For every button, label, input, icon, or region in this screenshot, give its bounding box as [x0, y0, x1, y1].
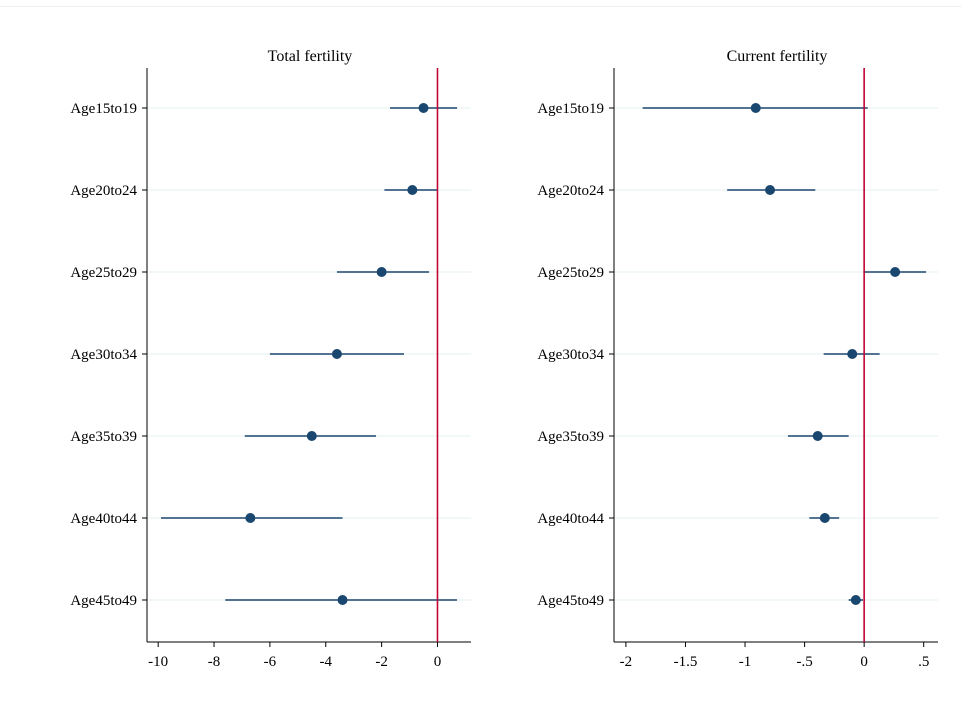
category-label: Age35to39 — [537, 429, 604, 445]
point-estimate — [819, 513, 830, 523]
x-tick-label: -6 — [264, 654, 277, 670]
category-label: Age45to49 — [70, 593, 137, 609]
point-estimate — [850, 595, 861, 605]
point-estimate — [890, 267, 901, 277]
x-tick-label: -1.5 — [674, 654, 698, 670]
point-estimate — [765, 185, 776, 195]
category-label: Age40to44 — [537, 511, 604, 527]
panel-total-fertility: Total fertility Age15to19 Age20to24 Age25t… — [70, 48, 471, 670]
point-estimate — [306, 431, 317, 441]
panel-title: Total fertility — [268, 48, 353, 65]
panel-current-fertility: Current fertility Age15to19 Age20to24 Age2… — [537, 48, 938, 670]
category-label: Age15to19 — [70, 101, 137, 117]
point-estimate — [812, 431, 823, 441]
x-tick-label: -2 — [375, 654, 388, 670]
x-tick-label: -8 — [208, 654, 221, 670]
panel-title: Current fertility — [727, 48, 828, 65]
category-label: Age45to49 — [537, 593, 604, 609]
x-tick-label: 0 — [860, 654, 868, 670]
x-tick-label: -.5 — [796, 654, 812, 670]
category-label: Age40to44 — [70, 511, 137, 527]
category-label: Age30to34 — [537, 347, 604, 363]
category-label: Age15to19 — [537, 101, 604, 117]
x-tick-label: -2 — [620, 654, 633, 670]
category-label: Age20to24 — [537, 183, 604, 199]
point-estimate — [418, 103, 429, 113]
point-estimate — [245, 513, 256, 523]
point-estimate — [407, 185, 418, 195]
point-estimate — [337, 595, 348, 605]
category-label: Age35to39 — [70, 429, 137, 445]
x-tick-label: 0 — [434, 654, 442, 670]
point-estimate — [331, 349, 342, 359]
x-tick-label: -4 — [320, 654, 333, 670]
category-label: Age20to24 — [70, 183, 137, 199]
category-label: Age25to29 — [70, 265, 137, 281]
x-tick-label: -10 — [148, 654, 168, 670]
x-tick-label: -1 — [739, 654, 752, 670]
category-label: Age25to29 — [537, 265, 604, 281]
x-tick-label: .5 — [918, 654, 929, 670]
category-label: Age30to34 — [70, 347, 137, 363]
point-estimate — [376, 267, 387, 277]
point-estimate — [750, 103, 761, 113]
point-estimate — [847, 349, 858, 359]
